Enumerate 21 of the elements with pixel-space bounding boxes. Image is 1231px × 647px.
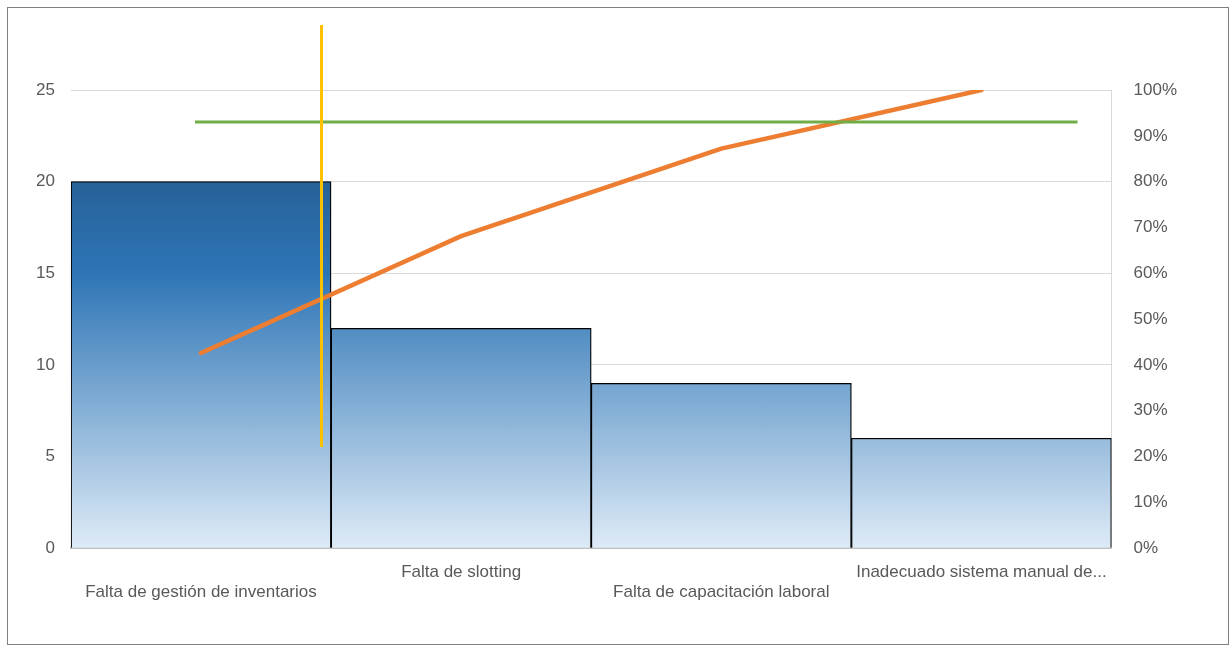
y2-tick-label: 60% (1133, 262, 1168, 282)
y2-tick-label: 0% (1133, 537, 1159, 557)
y2-tick-label: 50% (1133, 308, 1168, 328)
y-tick-label: 0 (45, 537, 55, 557)
x-tick-label: Falta de gestión de inventarios (85, 582, 317, 602)
y-tick-label: 25 (35, 79, 55, 99)
y2-tick-label: 40% (1133, 354, 1168, 374)
y2-tick-label: 30% (1133, 400, 1168, 420)
y-tick-label: 15 (35, 262, 55, 282)
y2-tick-label: 20% (1133, 446, 1168, 466)
y2-tick-label: 10% (1133, 492, 1168, 512)
y-tick-label: 5 (45, 446, 55, 466)
y-tick-label: 20 (35, 171, 55, 191)
y2-tick-label: 90% (1133, 125, 1168, 145)
x-tick-label: Falta de capacitación laboral (613, 582, 830, 602)
y2-tick-label: 80% (1133, 171, 1168, 191)
y-tick-label: 10 (35, 354, 55, 374)
y2-tick-label: 100% (1133, 79, 1177, 99)
x-tick-label: Inadecuado sistema manual de... (856, 562, 1107, 582)
x-tick-label: Falta de slotting (401, 562, 522, 582)
y2-tick-label: 70% (1133, 217, 1168, 237)
